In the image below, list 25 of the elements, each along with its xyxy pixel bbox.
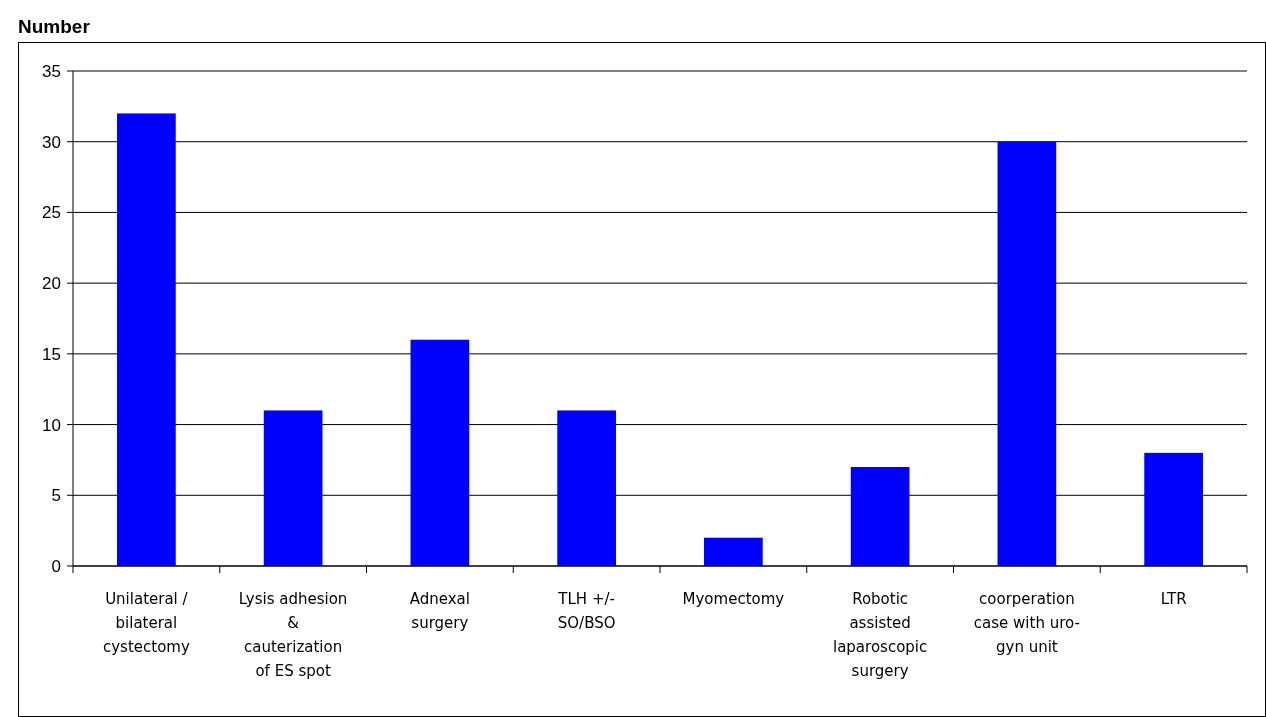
bar xyxy=(263,410,323,566)
x-tick-label: Robotic assisted laparoscopic surgery xyxy=(832,590,928,680)
chart-title: Number xyxy=(18,16,91,37)
bar xyxy=(557,410,616,566)
y-tick-label: 0 xyxy=(51,556,61,576)
bar xyxy=(850,467,910,566)
y-tick-label: 20 xyxy=(42,274,61,294)
bar xyxy=(997,141,1057,566)
y-tick-label: 15 xyxy=(42,344,61,364)
bar xyxy=(410,339,470,566)
y-tick-label: 30 xyxy=(42,132,61,152)
y-tick-label: 35 xyxy=(42,61,61,81)
y-tick-label: 10 xyxy=(42,415,61,435)
y-tick-label: 5 xyxy=(51,486,61,506)
x-tick-label: Unilateral / bilateral cystectomy xyxy=(102,590,190,656)
x-tick-label: Lysis adhesion & cauterization of ES spot xyxy=(238,590,348,680)
x-tick-label: Myomectomy xyxy=(682,590,785,608)
x-tick-label: TLH +/- SO/BSO xyxy=(557,590,616,632)
bar xyxy=(704,537,763,566)
x-tick-label: Adnexal surgery xyxy=(409,590,470,632)
y-tick-label: 25 xyxy=(42,203,61,223)
x-tick-label: LTR xyxy=(1160,590,1187,608)
bar xyxy=(1144,452,1203,566)
x-tick-label: coorperation case with uro-gyn unit xyxy=(973,590,1080,656)
bar xyxy=(117,113,176,566)
